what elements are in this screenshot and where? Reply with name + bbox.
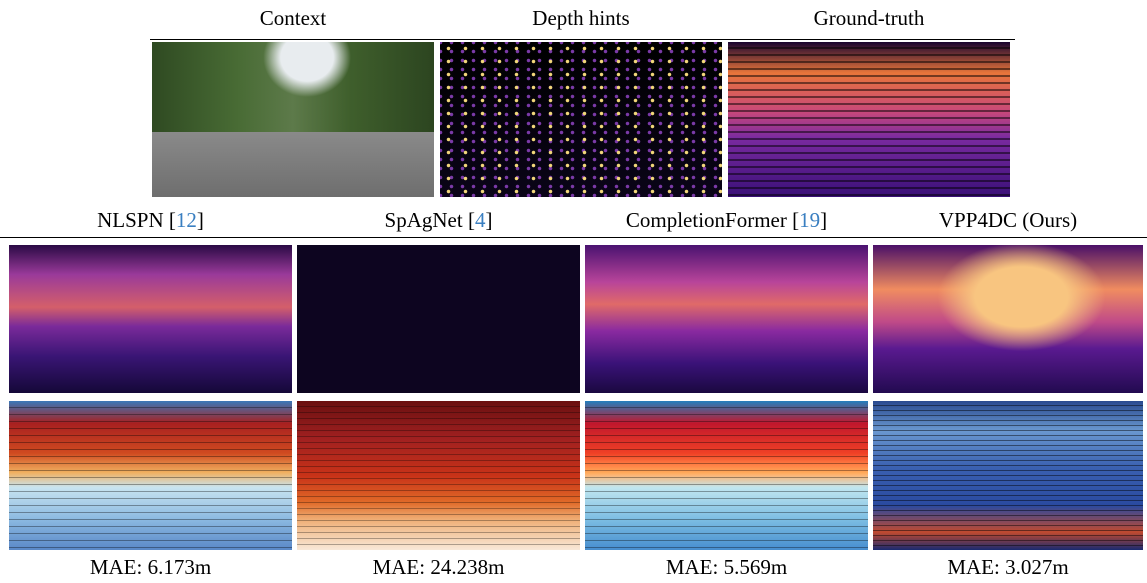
method-name: CompletionFormer (626, 208, 787, 232)
depth-hints-image (440, 42, 722, 197)
citation: [12] (169, 208, 204, 232)
error-map (585, 401, 868, 550)
method-label: VPP4DC (Ours) (873, 208, 1143, 233)
figure: Context Depth hints Ground-truth NLSPN [… (0, 0, 1147, 583)
prediction-image (585, 245, 868, 393)
header-rule (0, 237, 1147, 238)
column-label: Ground-truth (728, 6, 1010, 31)
error-map (9, 401, 292, 550)
citation-number: 4 (475, 208, 486, 232)
header-rule (150, 39, 1015, 40)
prediction-image (9, 245, 292, 393)
mae-label: MAE: 24.238m (297, 555, 580, 580)
ground-truth-image (728, 42, 1010, 197)
column-label: Depth hints (440, 6, 722, 31)
method-label: NLSPN [12] (9, 208, 292, 233)
method-name: NLSPN (97, 208, 164, 232)
method-label: SpAgNet [4] (297, 208, 580, 233)
column-label: Context (152, 6, 434, 31)
context-image (152, 42, 434, 197)
prediction-image (873, 245, 1143, 393)
mae-label: MAE: 5.569m (585, 555, 868, 580)
citation-number: 19 (799, 208, 820, 232)
citation: [4] (468, 208, 493, 232)
method-name: SpAgNet (385, 208, 463, 232)
error-map (873, 401, 1143, 550)
citation: [19] (792, 208, 827, 232)
mae-label: MAE: 3.027m (873, 555, 1143, 580)
prediction-image (297, 245, 580, 393)
error-map (297, 401, 580, 550)
method-label: CompletionFormer [19] (585, 208, 868, 233)
method-name: VPP4DC (Ours) (939, 208, 1077, 232)
citation-number: 12 (176, 208, 197, 232)
mae-label: MAE: 6.173m (9, 555, 292, 580)
